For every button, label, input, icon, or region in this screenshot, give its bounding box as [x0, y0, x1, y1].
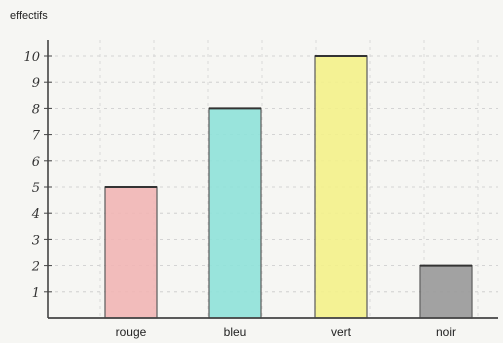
- category-label-vert: vert: [331, 325, 352, 339]
- category-label-bleu: bleu: [224, 325, 247, 339]
- y-axis-label: effectifs: [10, 10, 48, 22]
- y-tick-label: 6: [32, 155, 40, 170]
- y-tick-label: 9: [32, 76, 40, 91]
- y-tick-label: 10: [23, 50, 40, 65]
- bars-group: [104, 55, 473, 319]
- y-tick-label: 1: [32, 286, 40, 301]
- y-tick-label: 5: [32, 181, 40, 196]
- bar-noir: [419, 264, 473, 319]
- y-tick-label: 8: [32, 102, 40, 117]
- y-tick-label: 7: [32, 129, 41, 144]
- category-label-rouge: rouge: [116, 325, 147, 339]
- y-tick-label: 2: [31, 260, 40, 275]
- category-label-noir: noir: [436, 325, 456, 339]
- y-ticks: 1 2 3 4 5 6 7 8 9 10: [23, 50, 52, 301]
- bar-rouge: [104, 186, 158, 319]
- bar-bleu: [208, 107, 262, 319]
- y-tick-label: 3: [32, 233, 40, 248]
- y-tick-label: 4: [31, 207, 40, 222]
- bar-vert: [314, 55, 368, 319]
- x-categories: rouge bleu vert noir: [116, 325, 456, 339]
